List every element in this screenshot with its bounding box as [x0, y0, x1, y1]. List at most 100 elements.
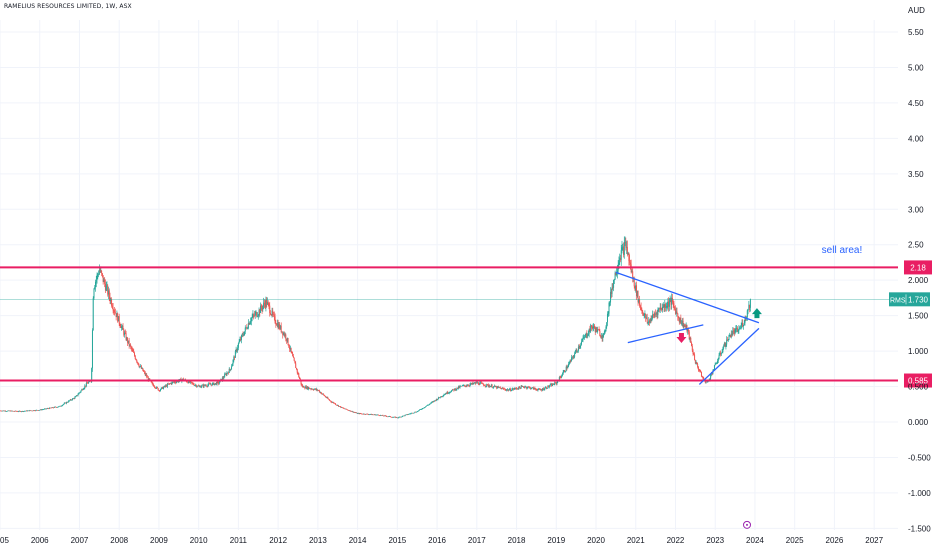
candle-body: [44, 408, 46, 410]
candle-body: [681, 320, 683, 324]
candle-body: [652, 314, 654, 319]
candle-body: [726, 339, 728, 345]
candle-body: [564, 370, 566, 372]
candle-body: [261, 308, 263, 310]
candle-body: [497, 386, 499, 388]
candle-body: [0, 410, 1, 412]
candle-body: [100, 270, 102, 272]
candle-body: [481, 383, 483, 384]
candle-body: [114, 312, 116, 314]
candle-body: [166, 385, 168, 387]
candle-body: [350, 410, 352, 412]
candle-body: [562, 372, 564, 375]
candle-body: [101, 270, 103, 274]
candle-body: [33, 410, 35, 411]
candle-body: [252, 314, 254, 317]
candle-body: [30, 410, 32, 411]
candle-body: [483, 385, 485, 387]
candle-body: [504, 388, 506, 390]
candle-body: [457, 387, 459, 389]
candle-body: [741, 323, 743, 326]
candle-body: [691, 346, 693, 351]
candle-body: [503, 388, 505, 390]
candle-body: [688, 331, 690, 340]
x-tick-label: 2009: [150, 536, 168, 545]
candle-body: [639, 299, 641, 306]
candle-body: [140, 366, 142, 367]
candle-body: [62, 404, 64, 406]
candle-body: [382, 415, 384, 416]
candle-body: [593, 325, 595, 327]
candle-body: [193, 384, 195, 386]
candle-body: [137, 361, 139, 363]
candle-body: [231, 363, 233, 367]
candle-body: [374, 414, 376, 416]
candle-body: [530, 388, 532, 390]
candle-body: [694, 354, 696, 361]
candle-body: [315, 388, 317, 390]
candle-body: [550, 384, 552, 385]
candle-body: [606, 313, 608, 323]
candle-body: [237, 347, 239, 351]
candle-body: [577, 350, 579, 352]
candle-body: [480, 382, 482, 384]
symbol-title: RAMELIUS RESOURCES LIMITED, 1W, ASX: [4, 3, 132, 10]
candle-body: [311, 388, 313, 390]
candle-body: [650, 319, 652, 322]
candle-body: [192, 383, 194, 384]
candle-body: [522, 386, 524, 388]
candle-body: [30, 410, 32, 412]
candle-body: [602, 334, 604, 339]
candle-body: [46, 408, 48, 409]
candle-body: [37, 410, 39, 411]
candle-body: [490, 386, 492, 388]
candle-body: [192, 383, 194, 385]
candle-body: [358, 413, 360, 414]
x-tick-label: 2020: [587, 536, 605, 545]
candle-body: [552, 383, 554, 385]
candle-body: [380, 415, 382, 416]
candle-body: [70, 399, 72, 401]
candle-body: [659, 307, 661, 309]
candle-body: [506, 389, 508, 391]
candle-body: [499, 387, 501, 388]
candle-body: [393, 417, 395, 418]
candle-body: [671, 297, 673, 305]
candle-body: [496, 386, 498, 389]
candle-body: [651, 318, 653, 322]
candle-body: [64, 402, 66, 404]
candle-body: [395, 417, 397, 418]
candle-body: [349, 410, 351, 412]
candle-body: [384, 415, 386, 417]
candle-body: [154, 386, 156, 388]
candle-body: [519, 386, 521, 388]
candle-body: [739, 328, 741, 329]
candle-body: [194, 385, 196, 386]
candle-body: [171, 382, 173, 384]
candle-body: [245, 327, 247, 329]
candle-body: [443, 394, 445, 396]
candle-body: [645, 317, 647, 319]
candle-body: [328, 398, 330, 400]
candle-body: [65, 402, 67, 404]
candle-body: [540, 389, 542, 391]
candle-body: [4, 410, 6, 412]
candle-body: [355, 412, 357, 414]
candle-body: [75, 395, 77, 397]
candle-body: [361, 413, 363, 415]
trend-line: [698, 327, 760, 385]
y-tick-label: 0.000: [908, 418, 929, 427]
candle-body: [121, 325, 123, 327]
candle-body: [158, 390, 160, 391]
candle-body: [431, 402, 433, 403]
candle-body: [249, 322, 251, 325]
candle-body: [20, 411, 22, 413]
y-tick-label: 3.00: [908, 205, 924, 214]
candle-body: [717, 360, 719, 364]
candle-body: [295, 368, 297, 370]
candle-body: [248, 323, 250, 325]
candle-body: [645, 314, 647, 319]
